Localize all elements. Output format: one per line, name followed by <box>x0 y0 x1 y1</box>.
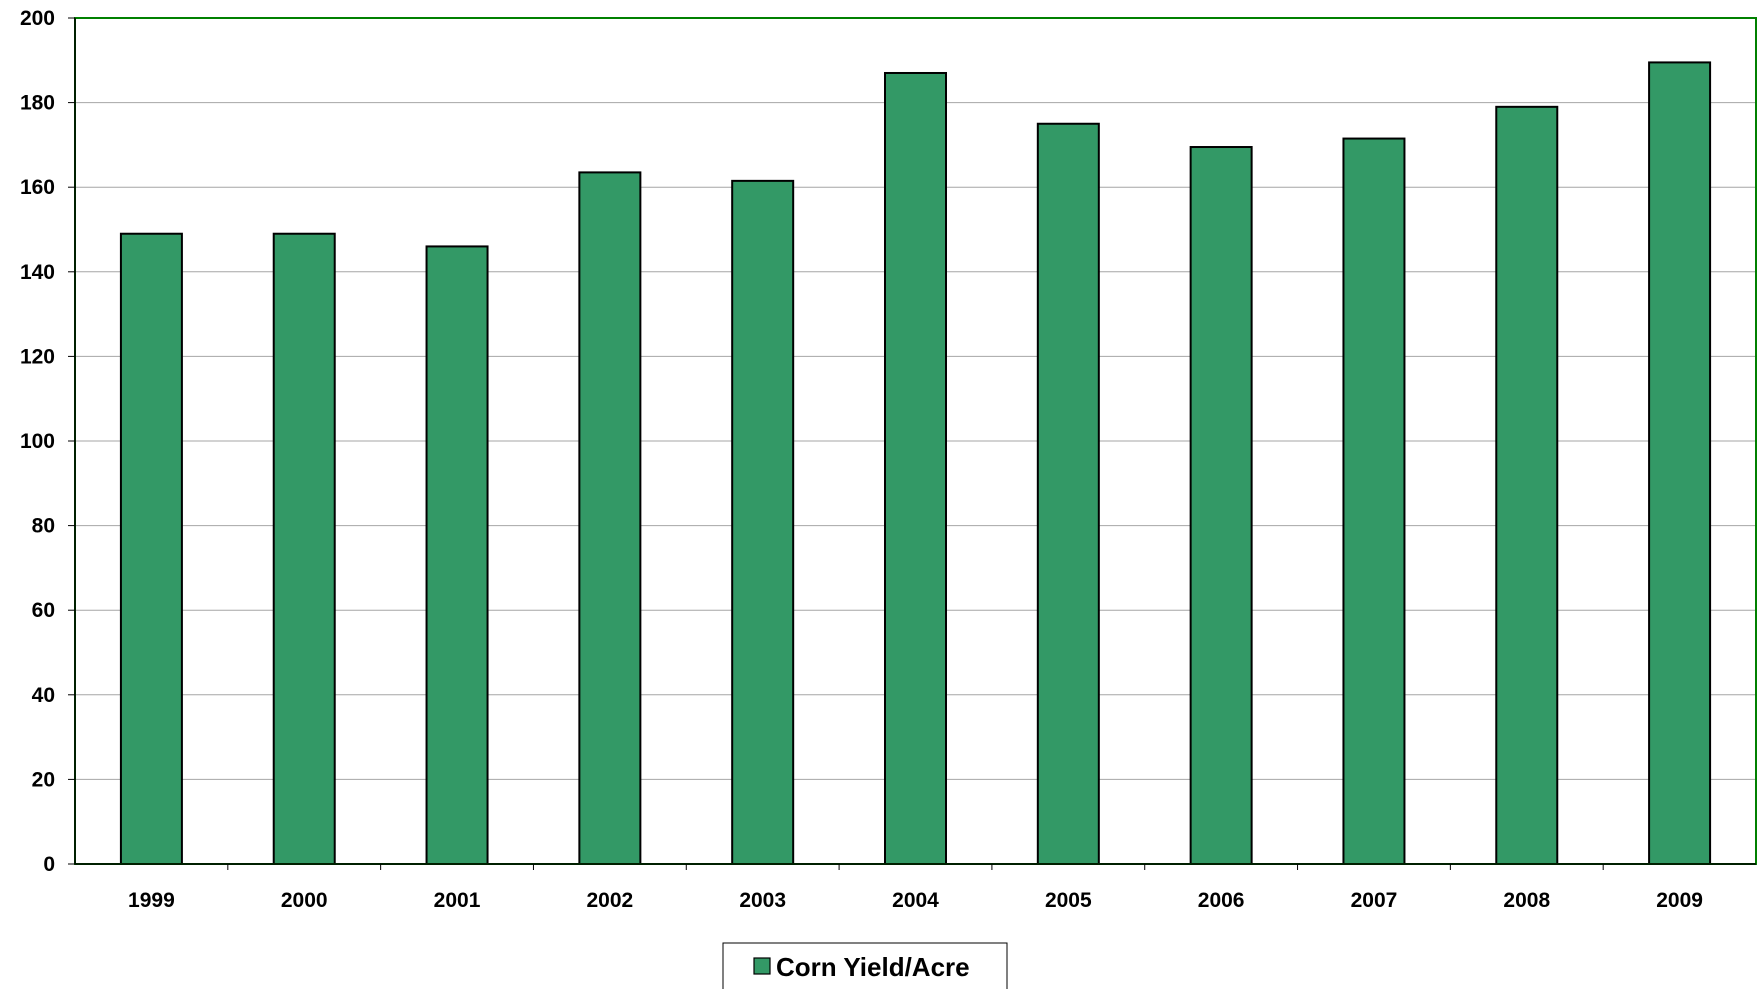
y-tick-label: 160 <box>20 176 55 199</box>
x-axis-ticks: 1999 2000 2001 2002 2003 2004 2005 2006 2007 2008… <box>128 864 1703 912</box>
legend-label: Corn Yield/Acre <box>776 952 970 982</box>
bar-2006 <box>1189 146 1253 865</box>
bar-2005 <box>1036 122 1100 865</box>
y-tick-label: 120 <box>20 345 55 368</box>
y-tick-label: 180 <box>20 92 55 115</box>
bar-2002 <box>578 171 642 865</box>
x-tick-label: 2006 <box>1198 889 1245 912</box>
x-tick-label: 2007 <box>1351 889 1398 912</box>
x-tick-label: 2009 <box>1656 889 1703 912</box>
x-tick-label: 1999 <box>128 889 175 912</box>
x-tick-label: 2003 <box>739 889 786 912</box>
y-tick-label: 20 <box>32 768 55 791</box>
bar-2009 <box>1648 61 1712 866</box>
x-tick-label: 2005 <box>1045 889 1092 912</box>
y-tick-label: 80 <box>32 515 55 538</box>
bar-2004 <box>884 71 947 866</box>
x-tick-label: 2004 <box>892 889 939 912</box>
y-tick-label: 40 <box>32 684 55 707</box>
y-tick-label: 0 <box>43 853 55 876</box>
bar-2000 <box>272 232 336 866</box>
bar-1999 <box>119 232 183 866</box>
y-tick-label: 140 <box>20 261 55 284</box>
bar-2008 <box>1495 105 1559 865</box>
y-axis-ticks: 0 20 40 60 80 100 120 140 160 180 200 <box>20 7 75 876</box>
x-tick-label: 2002 <box>587 889 634 912</box>
y-tick-label: 200 <box>20 7 55 30</box>
bar-2007 <box>1342 137 1406 865</box>
y-tick-label: 60 <box>32 599 55 622</box>
legend-swatch <box>753 957 771 975</box>
y-tick-label: 100 <box>20 430 55 453</box>
bar-2001 <box>425 245 489 866</box>
bar-2003 <box>731 179 795 866</box>
legend: Corn Yield/Acre <box>722 942 1008 994</box>
x-tick-label: 2001 <box>434 889 481 912</box>
bars <box>119 61 1712 866</box>
x-tick-label: 2008 <box>1503 889 1550 912</box>
x-tick-label: 2000 <box>281 889 328 912</box>
